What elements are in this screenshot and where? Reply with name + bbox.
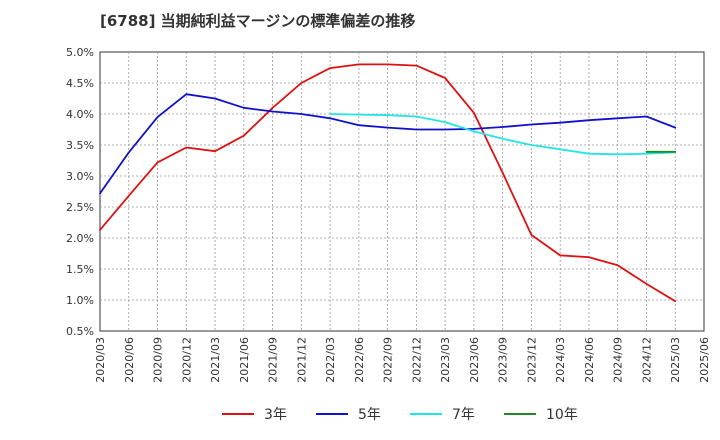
series-line-3 bbox=[329, 113, 677, 156]
series-line-1 bbox=[99, 63, 677, 303]
y-axis: 5.0% 4.5% 4.0% 3.5% 3.0% 2.5% 2.0% 1.5% 1.0% 0.5% bbox=[66, 46, 94, 338]
x-tick-label: 2022/03 bbox=[324, 337, 337, 383]
x-axis: 2020/03 2020/06 2020/09 2020/12 2021/03 2021/… bbox=[94, 337, 711, 383]
legend-label: 5年 bbox=[358, 407, 381, 423]
y-tick-label: 1.0% bbox=[66, 294, 94, 307]
legend-label: 7年 bbox=[452, 407, 475, 423]
x-tick-label: 2023/06 bbox=[468, 337, 481, 383]
legend-label: 3年 bbox=[264, 407, 287, 423]
x-tick-label: 2023/09 bbox=[497, 337, 510, 383]
x-tick-label: 2021/12 bbox=[295, 337, 308, 383]
y-tick-label: 3.5% bbox=[66, 139, 94, 152]
y-tick-label: 3.0% bbox=[66, 170, 94, 183]
x-tick-label: 2024/12 bbox=[640, 337, 653, 383]
grid-lines bbox=[100, 52, 704, 331]
y-tick-label: 5.0% bbox=[66, 46, 94, 59]
legend: 3年 5年 7年 10年 bbox=[222, 407, 578, 423]
y-tick-label: 2.0% bbox=[66, 232, 94, 245]
x-tick-label: 2020/03 bbox=[94, 337, 107, 383]
x-tick-label: 2020/12 bbox=[180, 337, 193, 383]
y-tick-label: 1.5% bbox=[66, 263, 94, 276]
x-tick-label: 2024/03 bbox=[554, 337, 567, 383]
x-tick-label: 2022/09 bbox=[382, 337, 395, 383]
x-tick-label: 2020/06 bbox=[123, 337, 136, 383]
x-tick-label: 2022/12 bbox=[410, 337, 423, 383]
series-line-2 bbox=[99, 93, 677, 195]
chart-title: [6788] 当期純利益マージンの標準偏差の推移 bbox=[100, 12, 416, 30]
x-tick-label: 2024/06 bbox=[583, 337, 596, 383]
x-tick-label: 2022/06 bbox=[353, 337, 366, 383]
x-tick-label: 2020/09 bbox=[152, 337, 165, 383]
y-tick-label: 4.0% bbox=[66, 108, 94, 121]
x-tick-label: 2025/06 bbox=[698, 337, 711, 383]
x-tick-label: 2021/06 bbox=[238, 337, 251, 383]
x-tick-label: 2021/03 bbox=[209, 337, 222, 383]
plot-area bbox=[99, 51, 705, 332]
x-tick-label: 2024/09 bbox=[612, 337, 625, 383]
legend-label: 10年 bbox=[546, 407, 578, 423]
y-tick-label: 0.5% bbox=[66, 325, 94, 338]
y-tick-label: 4.5% bbox=[66, 77, 94, 90]
series-lines bbox=[99, 63, 677, 303]
y-tick-label: 2.5% bbox=[66, 201, 94, 214]
x-tick-label: 2023/03 bbox=[439, 337, 452, 383]
x-tick-label: 2021/09 bbox=[267, 337, 280, 383]
x-tick-label: 2023/12 bbox=[525, 337, 538, 383]
x-tick-label: 2025/03 bbox=[669, 337, 682, 383]
plot-border bbox=[99, 51, 705, 332]
